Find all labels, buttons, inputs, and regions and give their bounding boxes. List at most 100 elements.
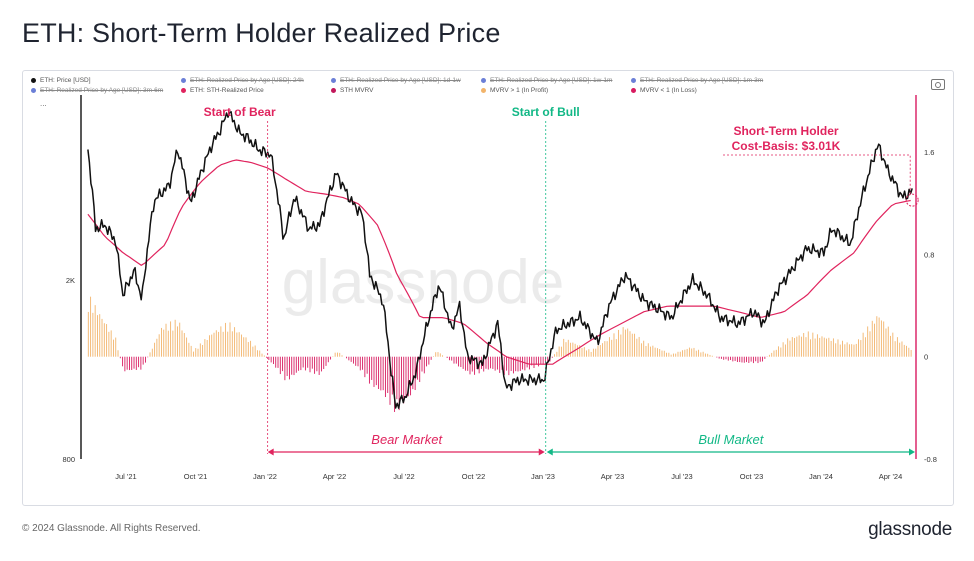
mvrv-bar [218,331,220,357]
mvrv-bar [666,352,668,357]
mvrv-bar [826,338,827,357]
legend-item[interactable]: ETH: Realized Price by Age [USD]: 1w-1m [481,77,631,84]
mvrv-bar [732,356,734,362]
mvrv-bar [145,356,146,363]
legend-more[interactable]: ... [40,99,47,108]
mvrv-bar [318,356,320,375]
mvrv-bar [604,341,606,357]
legend-dot-icon [31,78,36,83]
legend-item[interactable]: ETH: Price [USD] [31,77,181,84]
mvrv-bar [492,356,494,369]
legend-item[interactable]: ETH: Realized Price by Age [USD]: 3m-6m [31,87,181,94]
mvrv-bar [583,347,585,357]
sth-realized-price-line [87,159,911,365]
mvrv-bar [165,323,167,357]
mvrv-bar [636,338,638,357]
mvrv-bar [325,356,327,366]
mvrv-bar [599,345,601,357]
mvrv-bar [782,342,784,357]
axes: Jul '21 Oct '21 Jan '22 Apr '22 Jul '22 Oct '… [62,95,937,481]
mvrv-bar [682,350,684,357]
mvrv-bar [494,356,496,371]
price-line-group [87,111,913,409]
mvrv-bar [131,356,133,370]
mvrv-bar [629,331,631,357]
mvrv-bar [901,341,903,357]
legend-item[interactable]: ETH: Realized Price by Age [USD]: 1m-3m [631,77,781,84]
mvrv-bar [213,332,215,357]
legend-label: ETH: STH-Realized Price [190,87,264,94]
mvrv-bar [752,356,754,364]
x-tick-label: Jan '22 [253,472,277,481]
price-line [87,111,913,409]
mvrv-bar [108,331,110,357]
mvrv-bar [860,340,862,357]
mvrv-bar [327,356,329,363]
mvrv-bar [188,342,190,357]
mvrv-bar [119,356,121,359]
mvrv-bar [140,356,142,370]
mvrv-bar [816,334,818,357]
mvrv-bar [560,346,562,357]
legend-label: ETH: Realized Price by Age [USD]: 1d-1w [340,77,461,84]
mvrv-bar [643,340,645,357]
camera-icon[interactable] [931,79,945,90]
mvrv-bar [741,356,743,363]
legend-item[interactable]: ETH: Realized Price by Age [USD]: 24h [181,77,331,84]
mvrv-bar [206,340,208,357]
bull-arrow-left-icon [546,448,553,456]
mvrv-bar [634,333,636,357]
x-tick-label: Oct '23 [740,472,764,481]
mvrv-bar [862,332,864,357]
mvrv-bar [414,356,416,391]
mvrv-bar [803,333,805,357]
mvrv-bar [887,326,889,357]
mvrv-bar [245,337,247,357]
mvrv-bar [517,356,519,372]
mvrv-bar [565,342,567,357]
mvrv-bar [654,347,656,357]
mvrv-bar [624,329,626,357]
mvrv-bar [272,356,274,365]
mvrv-bar [416,356,418,380]
mvrv-bar [161,327,162,357]
mvrv-bar [142,356,144,365]
mvrv-bar [277,356,279,368]
mvrv-bar [197,348,199,357]
legend-dot-icon [631,78,636,83]
mvrv-bar [97,315,98,357]
legend-item[interactable]: ETH: Realized Price by Age [USD]: 1d-1w [331,77,481,84]
mvrv-bar [851,344,853,357]
mvrv-bar [508,356,510,376]
mvrv-bar [524,356,526,371]
mvrv-bar [867,326,869,357]
mvrv-bar [231,331,233,357]
mvrv-bar [506,356,508,371]
mvrv-bar [746,356,747,363]
mvrv-bar [172,330,174,357]
mvrv-bar [675,353,677,357]
mvrv-bar [693,347,695,357]
mvrv-bar [780,347,782,357]
legend-item[interactable]: MVRV > 1 (In Profit) [481,87,631,94]
mvrv-bar [380,356,382,391]
legend-item[interactable]: STH MVRV [331,87,481,94]
mvrv-bar [147,356,149,358]
mvrv-bar [858,339,859,357]
mvrv-bar [266,356,268,358]
mvrv-bar [579,345,581,357]
legend-item[interactable]: ETH: STH-Realized Price [181,87,331,94]
mvrv-bar [515,356,517,372]
mvrv-bar [394,356,396,412]
mvrv-bar [652,345,654,357]
mvrv-bar [650,346,652,357]
bear-arrow-left-icon [267,448,274,456]
mvrv-bar [320,356,322,372]
legend-item[interactable]: MVRV < 1 (In Loss) [631,87,781,94]
mvrv-bar [371,356,373,380]
mvrv-bar [464,356,466,371]
mvrv-bar [448,356,450,361]
mvrv-bar [631,333,633,357]
mvrv-bar [496,356,498,370]
mvrv-bar [702,351,704,357]
